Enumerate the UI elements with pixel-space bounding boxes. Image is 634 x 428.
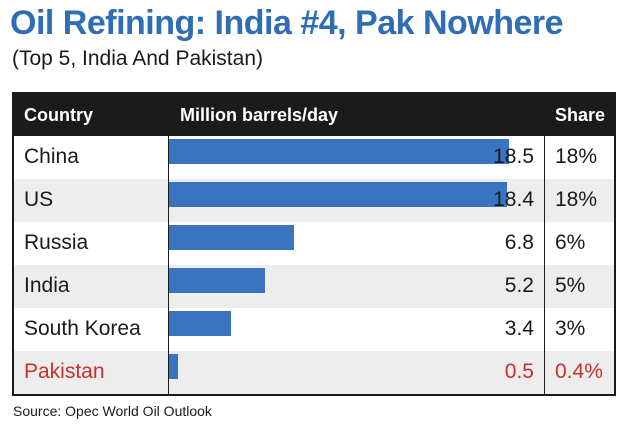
share-label: 18%: [555, 145, 598, 168]
bar: [169, 354, 178, 379]
value-label: 18.5: [493, 145, 534, 168]
table-header: Country Million barrels/day Share: [14, 94, 614, 136]
header-share: Share: [555, 105, 606, 125]
share-label: 3%: [555, 317, 586, 340]
chart-subtitle: (Top 5, India And Pakistan): [12, 47, 263, 70]
value-label: 3.4: [504, 317, 534, 340]
share-label: 6%: [555, 231, 586, 254]
bar: [169, 139, 509, 164]
country-label: Pakistan: [24, 360, 105, 383]
data-table: Country Million barrels/day Share China 1…: [12, 92, 616, 396]
share-label: 0.4%: [555, 360, 603, 383]
table-row: US 18.4 18%: [14, 179, 614, 222]
share-label: 5%: [555, 274, 586, 297]
column-divider: [168, 94, 169, 394]
bar: [169, 268, 265, 293]
table-row: South Korea 3.4 3%: [14, 308, 614, 351]
value-label: 5.2: [504, 274, 534, 297]
share-label: 18%: [555, 188, 598, 211]
header-value: Million barrels/day: [180, 105, 339, 125]
bar: [169, 225, 294, 250]
country-label: US: [24, 188, 54, 211]
table-row: Russia 6.8 6%: [14, 222, 614, 265]
bar: [169, 311, 231, 336]
column-divider: [544, 94, 545, 394]
header-country: Country: [24, 105, 93, 125]
table-row: Pakistan 0.5 0.4%: [14, 351, 614, 394]
country-label: China: [24, 145, 79, 168]
country-label: South Korea: [24, 317, 141, 340]
value-label: 0.5: [504, 360, 534, 383]
table-row: China 18.5 18%: [14, 136, 614, 179]
value-label: 18.4: [493, 188, 534, 211]
table-row: India 5.2 5%: [14, 265, 614, 308]
bar: [169, 182, 507, 207]
chart-title: Oil Refining: India #4, Pak Nowhere: [10, 4, 564, 42]
country-label: India: [24, 274, 70, 297]
country-label: Russia: [24, 231, 89, 254]
source-note: Source: Opec World Oil Outlook: [13, 403, 212, 419]
value-label: 6.8: [504, 231, 534, 254]
